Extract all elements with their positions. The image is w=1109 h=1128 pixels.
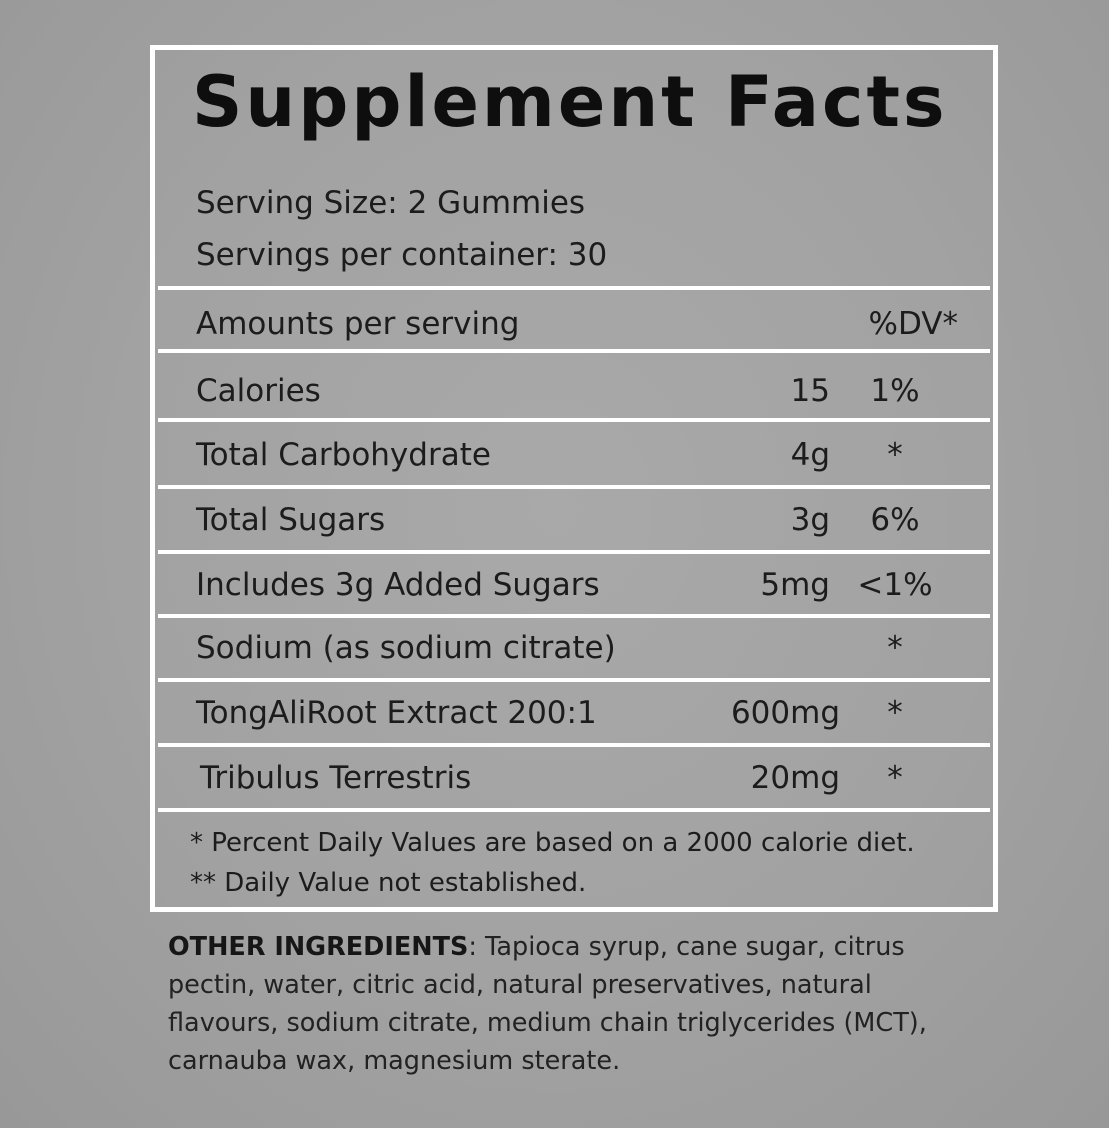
nutrient-name: Sodium (as sodium citrate)	[196, 630, 616, 666]
footnote-dv-not-established: ** Daily Value not established.	[190, 868, 587, 898]
nutrient-amount: 600mg	[730, 695, 840, 731]
divider	[158, 418, 990, 422]
nutrient-amount: 15	[790, 373, 830, 409]
divider	[158, 743, 990, 747]
supplement-facts-inner: Supplement Facts Serving Size: 2 Gummies…	[158, 53, 990, 904]
dv-header-label: %DV*	[868, 306, 959, 342]
nutrient-name: Includes 3g Added Sugars	[196, 567, 600, 603]
nutrient-name: Total Sugars	[196, 502, 386, 538]
nutrient-name: Calories	[196, 373, 321, 409]
divider	[158, 286, 990, 290]
nutrient-name: Total Carbohydrate	[196, 437, 491, 473]
nutrient-dv: *	[887, 760, 903, 796]
nutrient-dv: *	[887, 630, 903, 666]
servings-per-container: Servings per container: 30	[196, 237, 608, 273]
nutrient-dv: *	[887, 695, 903, 731]
supplement-facts-panel: Supplement Facts Serving Size: 2 Gummies…	[150, 45, 998, 912]
nutrient-name: TongAliRoot Extract 200:1	[196, 695, 597, 731]
nutrient-name: Tribulus Terrestris	[200, 760, 472, 796]
other-ingredients-label: OTHER INGREDIENTS	[168, 932, 469, 962]
divider	[158, 485, 990, 489]
nutrient-amount: 4g	[790, 437, 830, 473]
divider	[158, 614, 990, 618]
nutrient-amount: 20mg	[750, 760, 840, 796]
nutrient-amount: 5mg	[760, 567, 830, 603]
divider	[158, 349, 990, 353]
nutrient-dv: *	[887, 437, 903, 473]
serving-size: Serving Size: 2 Gummies	[196, 185, 586, 221]
footnote-percent-dv: * Percent Daily Values are based on a 20…	[190, 828, 915, 858]
nutrient-amount: 3g	[790, 502, 830, 538]
nutrient-dv: 1%	[870, 373, 920, 409]
panel-title: Supplement Facts	[192, 61, 948, 143]
divider	[158, 550, 990, 554]
amounts-per-serving-label: Amounts per serving	[196, 306, 520, 342]
other-ingredients-text: : Tapioca syrup, cane sugar, citrus pect…	[168, 932, 927, 1076]
divider	[158, 808, 990, 812]
other-ingredients: OTHER INGREDIENTS: Tapioca syrup, cane s…	[168, 928, 968, 1080]
nutrient-dv: <1%	[857, 567, 933, 603]
nutrient-dv: 6%	[870, 502, 920, 538]
divider	[158, 678, 990, 682]
